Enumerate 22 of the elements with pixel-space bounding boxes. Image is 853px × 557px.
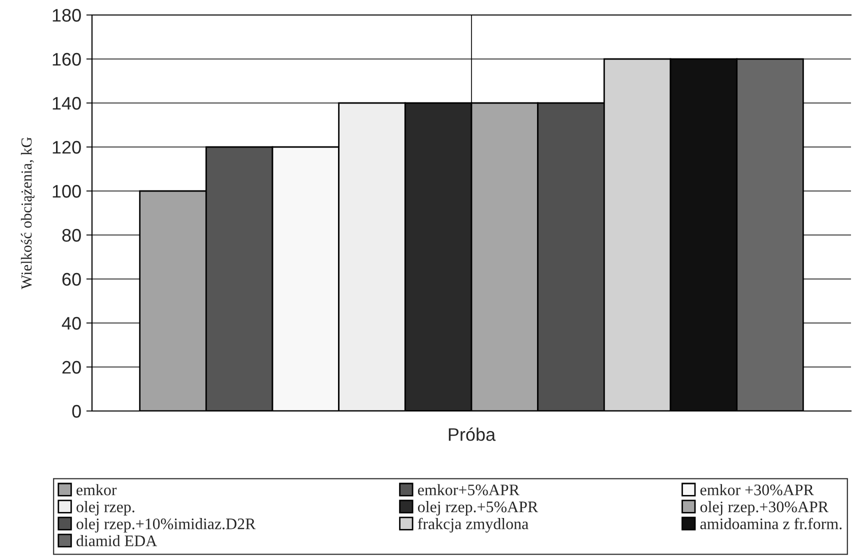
legend-label: olej rzep.+30%APR <box>700 501 829 516</box>
legend-label: emkor+5%APR <box>418 484 520 496</box>
y-tick-label: 40 <box>62 316 81 330</box>
legend-label: emkor <box>76 484 117 496</box>
legend-label: emkor +30%APR <box>700 484 814 496</box>
legend-label: diamid EDA <box>76 535 158 546</box>
y-tick-label: 180 <box>52 8 81 22</box>
y-tick-label: 20 <box>62 360 81 374</box>
legend-label: olej rzep.+5%APR <box>418 501 538 516</box>
y-tick-label: 60 <box>62 272 81 286</box>
y-tick-label: 80 <box>62 228 81 242</box>
y-tick-label: 140 <box>52 96 81 110</box>
legend-label: frakcja zmydlona <box>418 518 528 533</box>
y-tick-label: 0 <box>72 404 81 418</box>
y-tick-label: 100 <box>52 184 81 198</box>
y-axis-title: Wielkość obciążenia, kG <box>20 137 35 290</box>
legend-label: amidoamina z fr.form. <box>700 518 842 530</box>
legend-label: olej rzep.+10%imidiaz.D2R <box>76 518 256 533</box>
legend-label: olej rzep. <box>76 501 134 516</box>
x-axis-title: Próba <box>448 427 496 441</box>
y-tick-label: 160 <box>52 52 81 66</box>
y-tick-label: 120 <box>52 140 81 154</box>
